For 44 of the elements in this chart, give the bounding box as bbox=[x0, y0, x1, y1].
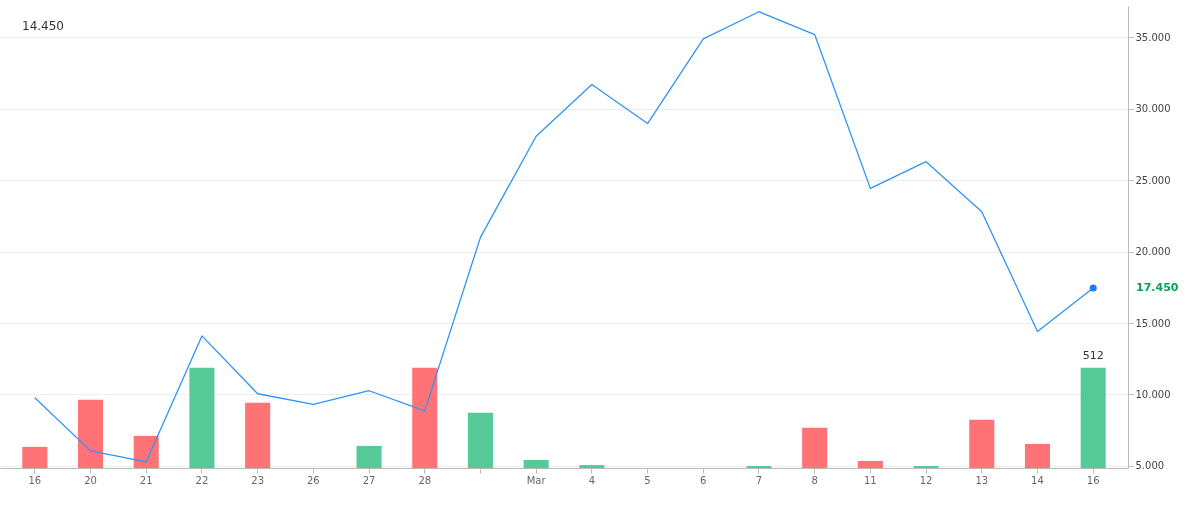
bar bbox=[412, 367, 438, 468]
x-tick-label: 13 bbox=[975, 474, 989, 486]
data-label: 512 bbox=[1082, 348, 1104, 362]
annotation: 14.450 bbox=[22, 19, 64, 33]
y-tick-label: 30.000 bbox=[1135, 103, 1171, 115]
bar bbox=[579, 465, 605, 468]
x-tick-label: 11 bbox=[864, 474, 877, 486]
y-tick-label: 15.000 bbox=[1135, 317, 1171, 329]
x-tick-label: 26 bbox=[306, 474, 320, 486]
bar bbox=[523, 459, 549, 468]
x-tick-label: 27 bbox=[362, 474, 376, 486]
bar bbox=[189, 367, 215, 468]
text: 17.450 bbox=[1136, 281, 1179, 295]
bar bbox=[467, 412, 493, 468]
x-tick-label: 8 bbox=[811, 474, 818, 486]
y-tick-label: 20.000 bbox=[1135, 246, 1171, 258]
y-tick-label: 35.000 bbox=[1135, 31, 1171, 43]
bar bbox=[356, 445, 382, 468]
x-tick-label: 16 bbox=[28, 474, 42, 486]
x-tick-label: 23 bbox=[251, 474, 264, 486]
bar bbox=[802, 427, 828, 468]
x-tick-label: 16 bbox=[1086, 474, 1100, 486]
bar bbox=[22, 446, 48, 468]
x-tick-label: 5 bbox=[644, 474, 651, 486]
x-tick-label: Mar bbox=[526, 474, 547, 486]
bar bbox=[857, 460, 883, 468]
x-tick-label: 4 bbox=[588, 474, 596, 486]
bar bbox=[245, 402, 271, 468]
x-tick-label: 22 bbox=[195, 474, 209, 486]
x-tick-label: 28 bbox=[418, 474, 432, 486]
x-tick-label: 14 bbox=[1031, 474, 1044, 486]
y-tick-label: 5.000 bbox=[1135, 460, 1165, 472]
x-tick-label: 20 bbox=[84, 474, 97, 486]
bar bbox=[1024, 443, 1051, 468]
bar bbox=[1080, 367, 1106, 468]
bar bbox=[969, 419, 995, 468]
bar bbox=[133, 435, 159, 468]
x-tick-label: 6 bbox=[700, 474, 707, 486]
x-tick-label: 12 bbox=[919, 474, 933, 486]
y-tick-label: 25.000 bbox=[1135, 174, 1171, 186]
x-tick-label: 21 bbox=[139, 474, 153, 486]
bar bbox=[77, 399, 104, 468]
y-tick-label: 10.000 bbox=[1135, 388, 1171, 400]
x-tick-label: 7 bbox=[755, 474, 763, 486]
